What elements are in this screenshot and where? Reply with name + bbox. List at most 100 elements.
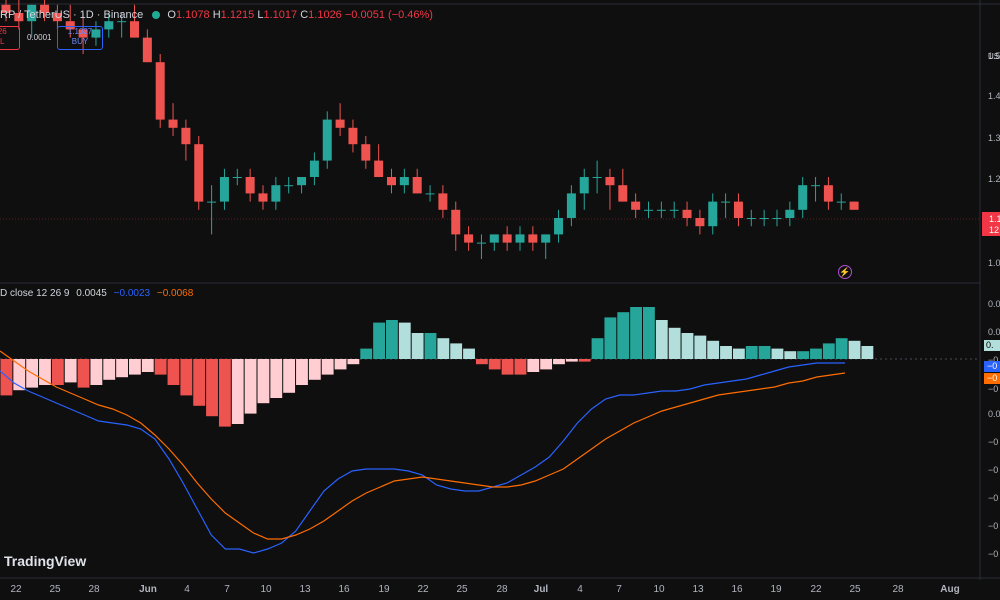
- macd-legend[interactable]: D close 12 26 9 0.0045 −0.0023 −0.0068: [0, 288, 193, 299]
- time-axis[interactable]: 22 25 28 Jun 4 7 10 13 16 19 22 25 28 Jul 4 7 10 13 16 19 22…: [10, 584, 959, 595]
- candle-body: [194, 144, 204, 202]
- ohlc-h-value: 1.1215: [220, 9, 255, 21]
- candle-body: [464, 234, 474, 243]
- market-open-icon: [152, 11, 161, 20]
- candle-body: [91, 29, 101, 38]
- ohlc-l-value: 1.1017: [263, 9, 298, 21]
- histogram-bar: [347, 359, 360, 365]
- histogram-bar: [848, 340, 861, 359]
- tradingview-logo: TradingView: [4, 553, 87, 569]
- candle-body: [515, 234, 525, 243]
- macd-tick-label: 0.0: [988, 299, 1000, 309]
- time-tick-label: 16: [731, 584, 743, 595]
- candle-body: [335, 119, 345, 128]
- time-tick-label: 13: [299, 584, 311, 595]
- histogram-bar: [784, 351, 797, 359]
- candle-body: [52, 13, 62, 22]
- histogram-bar: [732, 348, 745, 359]
- histogram-bar: [231, 359, 244, 424]
- histogram-bar: [206, 359, 218, 417]
- candle-body: [78, 29, 88, 38]
- sell-label: LL: [0, 37, 5, 46]
- candle-body: [451, 209, 461, 235]
- macd-tick-label: −0: [988, 437, 998, 447]
- histogram-bar: [540, 359, 553, 370]
- time-tick-label: 19: [378, 584, 390, 595]
- buy-button[interactable]: 1.1027 BUY: [57, 26, 103, 50]
- candle-body: [155, 62, 165, 120]
- symbol-title[interactable]: RP / TetherUS · 1D · Binance: [0, 9, 144, 21]
- histogram-bar: [321, 359, 334, 375]
- price-tick-label: 1.3: [988, 133, 1000, 143]
- histogram-bar: [617, 312, 630, 359]
- time-tick-label: 28: [892, 584, 904, 595]
- histogram-bar: [694, 335, 707, 359]
- histogram-bar: [861, 346, 874, 359]
- lightning-icon[interactable]: ⚡: [838, 265, 852, 279]
- ohlc-c-label: C: [300, 9, 309, 21]
- histogram-bar: [707, 340, 720, 359]
- time-tick-label: 22: [10, 584, 22, 595]
- macd-indicator-name[interactable]: D close 12 26 9: [0, 288, 70, 299]
- ohlc-c-value: 1.1026: [308, 9, 342, 21]
- candle-body: [117, 21, 127, 23]
- histogram-bar: [218, 359, 231, 427]
- histogram-bar: [643, 307, 655, 359]
- histogram-bar: [180, 359, 193, 396]
- histogram-bar: [411, 333, 424, 359]
- time-tick-label: 25: [49, 584, 61, 595]
- histogram-bar: [244, 359, 257, 414]
- time-tick-label: 7: [224, 584, 230, 595]
- candle-body: [284, 185, 294, 187]
- histogram-bar: [308, 359, 321, 380]
- candle-body: [528, 234, 538, 243]
- candle-body: [631, 201, 641, 210]
- histogram-bar: [450, 343, 463, 359]
- price-tick-label: 1.5: [988, 51, 1000, 61]
- histogram-bar: [553, 359, 565, 365]
- candle-body: [322, 119, 332, 161]
- price-tick-label: 1.0: [988, 258, 1000, 268]
- time-tick-label: 7: [616, 584, 622, 595]
- histogram-bar: [488, 359, 501, 370]
- ohlc-o-label: O: [167, 9, 176, 21]
- candle-body: [476, 242, 486, 244]
- ohlc-l-label: L: [257, 9, 264, 21]
- price-tick-label: 1.2: [988, 174, 1000, 184]
- histogram-bar: [154, 359, 167, 375]
- candle-body: [489, 234, 499, 243]
- histogram-bar: [463, 348, 475, 359]
- time-tick-label: 10: [260, 584, 272, 595]
- candle-body: [219, 177, 229, 202]
- histogram-bar: [565, 359, 578, 362]
- sell-button[interactable]: 026 LL: [0, 26, 20, 50]
- buy-label: BUY: [71, 37, 89, 46]
- histogram-bar: [167, 359, 180, 385]
- time-tick-label: 25: [849, 584, 861, 595]
- currency-tag[interactable]: US: [988, 52, 1000, 61]
- histogram-bar: [51, 359, 64, 385]
- candle-body: [836, 201, 846, 203]
- candle-body: [579, 177, 589, 194]
- histogram-bar: [386, 320, 398, 359]
- candle-body: [14, 13, 24, 22]
- macd-value-tag: [984, 361, 1000, 372]
- macd-tick-label: 0.0: [988, 409, 1000, 419]
- macd-axis[interactable]: 0.00.00.0−0−0−0−0−0−0−0: [988, 299, 1000, 559]
- symbol-legend[interactable]: RP / TetherUS · 1D · Binance O1.1078 H1.…: [0, 9, 433, 21]
- histogram-bar: [270, 359, 283, 398]
- candle-body: [605, 177, 615, 186]
- candle-body: [669, 209, 679, 211]
- candle-body: [708, 201, 718, 227]
- candle-body: [502, 234, 512, 243]
- histogram-bar: [501, 359, 514, 375]
- histogram-bar: [797, 351, 810, 359]
- time-tick-label: 28: [496, 584, 508, 595]
- candle-body: [746, 218, 756, 219]
- time-tick-label: Jul: [534, 584, 549, 595]
- candle-body: [232, 177, 242, 178]
- time-tick-label: 16: [338, 584, 350, 595]
- histogram-bar: [116, 359, 128, 378]
- time-tick-label: 22: [417, 584, 429, 595]
